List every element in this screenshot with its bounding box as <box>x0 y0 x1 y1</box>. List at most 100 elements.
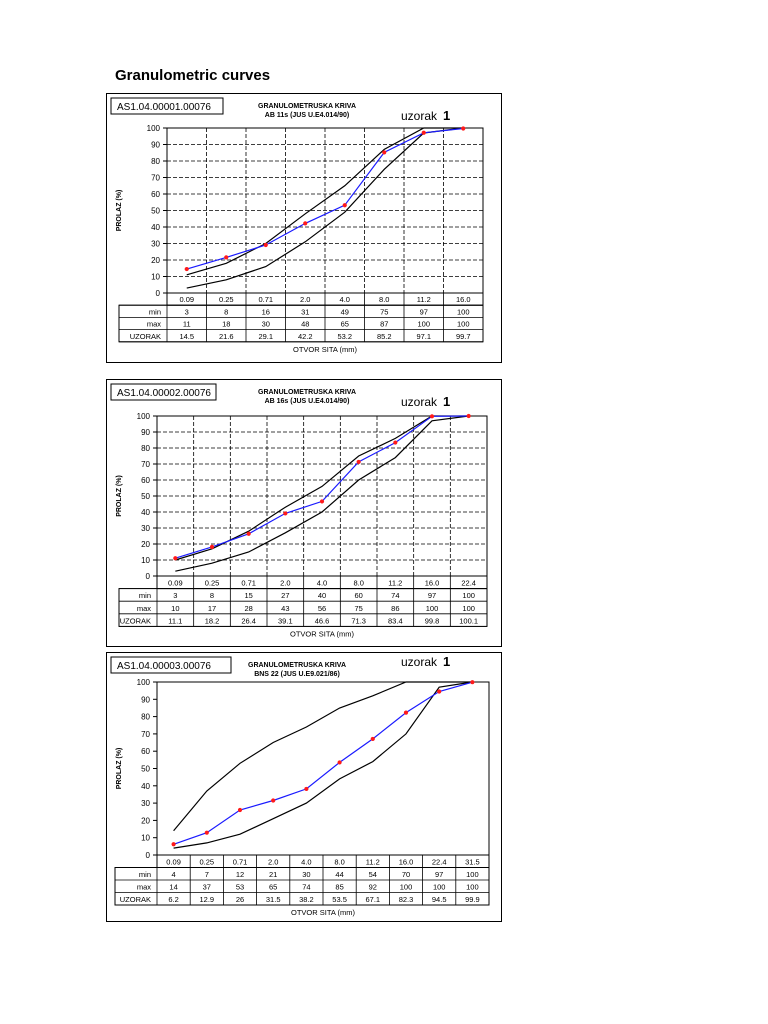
table-row-label: UZORAK <box>120 616 151 625</box>
table-row-label: min <box>139 591 151 600</box>
table-cell: 26 <box>236 895 244 904</box>
x-tick-label: 8.0 <box>334 858 344 867</box>
y-axis-label: PROLAZ (%) <box>116 190 123 232</box>
table-cell: 97 <box>420 307 428 316</box>
page-title: Granulometric curves <box>115 67 271 84</box>
data-point <box>429 414 435 419</box>
table-cell: 100 <box>462 604 475 613</box>
y-tick-label: 40 <box>141 782 150 791</box>
table-cell: 100.1 <box>459 616 478 625</box>
table-cell: 10 <box>171 604 179 613</box>
table-cell: 60 <box>354 591 362 600</box>
chart-panel-1: AS1.04.00001.00076 GRANULOMETRUSKA KRIVA A… <box>106 93 502 363</box>
table-row-label: UZORAK <box>130 332 161 341</box>
y-tick-label: 90 <box>141 428 150 437</box>
table-cell: 37 <box>203 883 211 892</box>
table-cell: 99.7 <box>456 332 471 341</box>
table-cell: 100 <box>400 883 413 892</box>
x-axis-label: OTVOR SITA (mm) <box>290 629 355 638</box>
table-cell: 99.9 <box>465 895 480 904</box>
table-cell: 30 <box>262 320 270 329</box>
table-cell: 92 <box>369 883 377 892</box>
x-tick-label: 31.5 <box>465 858 480 867</box>
sample-label: uzorak <box>401 395 438 409</box>
data-point <box>184 266 189 272</box>
data-point <box>403 710 409 715</box>
data-point <box>283 511 288 516</box>
y-tick-label: 60 <box>141 476 150 485</box>
y-tick-label: 60 <box>151 190 160 199</box>
data-point <box>304 786 309 792</box>
table-cell: 21.6 <box>219 332 234 341</box>
granulometric-chart-2: AS1.04.00002.00076 GRANULOMETRUSKA KRIVA A… <box>110 383 488 638</box>
table-cell: 42.2 <box>298 332 313 341</box>
table-cell: 100 <box>462 591 475 600</box>
x-tick-label: 22.4 <box>461 579 476 588</box>
y-tick-label: 50 <box>151 207 160 216</box>
table-cell: 48 <box>301 320 309 329</box>
chart-id: AS1.04.00003.00076 <box>117 661 211 672</box>
x-tick-label: 0.09 <box>166 858 181 867</box>
y-tick-label: 10 <box>141 556 150 565</box>
chart-heading-line: GRANULOMETRUSKA KRIVA <box>258 389 356 396</box>
y-tick-label: 20 <box>141 816 150 825</box>
x-tick-label: 2.0 <box>280 579 290 588</box>
table-cell: 70 <box>402 870 410 879</box>
table-cell: 11.1 <box>168 616 182 625</box>
data-point <box>171 842 176 847</box>
series-line-max <box>175 415 469 561</box>
x-tick-label: 0.25 <box>219 295 234 304</box>
table-cell: 85.2 <box>377 332 392 341</box>
chart-id: AS1.04.00001.00076 <box>117 102 211 113</box>
table-row-label: min <box>139 870 151 879</box>
y-axis-label: PROLAZ (%) <box>116 475 123 517</box>
series-line-max <box>186 127 464 276</box>
y-tick-label: 100 <box>137 412 151 421</box>
y-tick-label: 70 <box>141 460 150 469</box>
x-tick-label: 4.0 <box>317 579 327 588</box>
data-point <box>342 203 347 208</box>
chart-heading-line: BNS 22 (JUS U.E9.021/86) <box>254 671 340 678</box>
table-cell: 74 <box>302 883 310 892</box>
data-point <box>461 126 466 131</box>
x-tick-label: 16.0 <box>399 858 414 867</box>
data-point <box>271 798 276 803</box>
x-tick-label: 0.71 <box>241 579 256 588</box>
table-cell: 16 <box>262 307 270 316</box>
y-tick-label: 30 <box>141 524 150 533</box>
table-cell: 94.5 <box>432 895 447 904</box>
table-cell: 53.2 <box>337 332 352 341</box>
table-cell: 14 <box>169 883 177 892</box>
table-cell: 21 <box>269 870 277 879</box>
data-point <box>466 413 471 419</box>
chart-id-box <box>110 383 217 401</box>
data-point <box>319 499 325 504</box>
data-point <box>224 255 229 260</box>
table-cell: 40 <box>318 591 326 600</box>
granulometric-chart-3: AS1.04.00003.00076 GRANULOMETRUSKA KRIVA B… <box>110 654 490 917</box>
table-cell: 85 <box>335 883 343 892</box>
table-cell: 27 <box>281 591 289 600</box>
chart-heading-line: GRANULOMETRUSKA KRIVA <box>258 103 356 110</box>
table-cell: 8 <box>210 591 214 600</box>
sample-number: 1 <box>443 654 450 669</box>
x-tick-label: 0.25 <box>205 579 220 588</box>
series-line-max <box>173 681 473 832</box>
table-cell: 97 <box>435 870 443 879</box>
chart-id-box <box>110 656 232 674</box>
chart-heading-line: AB 16s (JUS U.E4.014/90) <box>265 398 350 405</box>
table-cell: 65 <box>269 883 277 892</box>
sample-number: 1 <box>443 394 450 409</box>
y-tick-label: 40 <box>151 223 160 232</box>
y-tick-label: 70 <box>141 730 150 739</box>
x-tick-label: 4.0 <box>301 858 311 867</box>
y-tick-label: 90 <box>151 141 160 150</box>
data-point <box>204 830 209 835</box>
table-cell: 74 <box>391 591 399 600</box>
x-tick-label: 8.0 <box>353 579 363 588</box>
y-tick-label: 40 <box>141 508 150 517</box>
table-cell: 38.2 <box>299 895 314 904</box>
table-cell: 53.5 <box>332 895 347 904</box>
x-tick-label: 11.2 <box>388 579 402 588</box>
data-point <box>421 130 426 135</box>
